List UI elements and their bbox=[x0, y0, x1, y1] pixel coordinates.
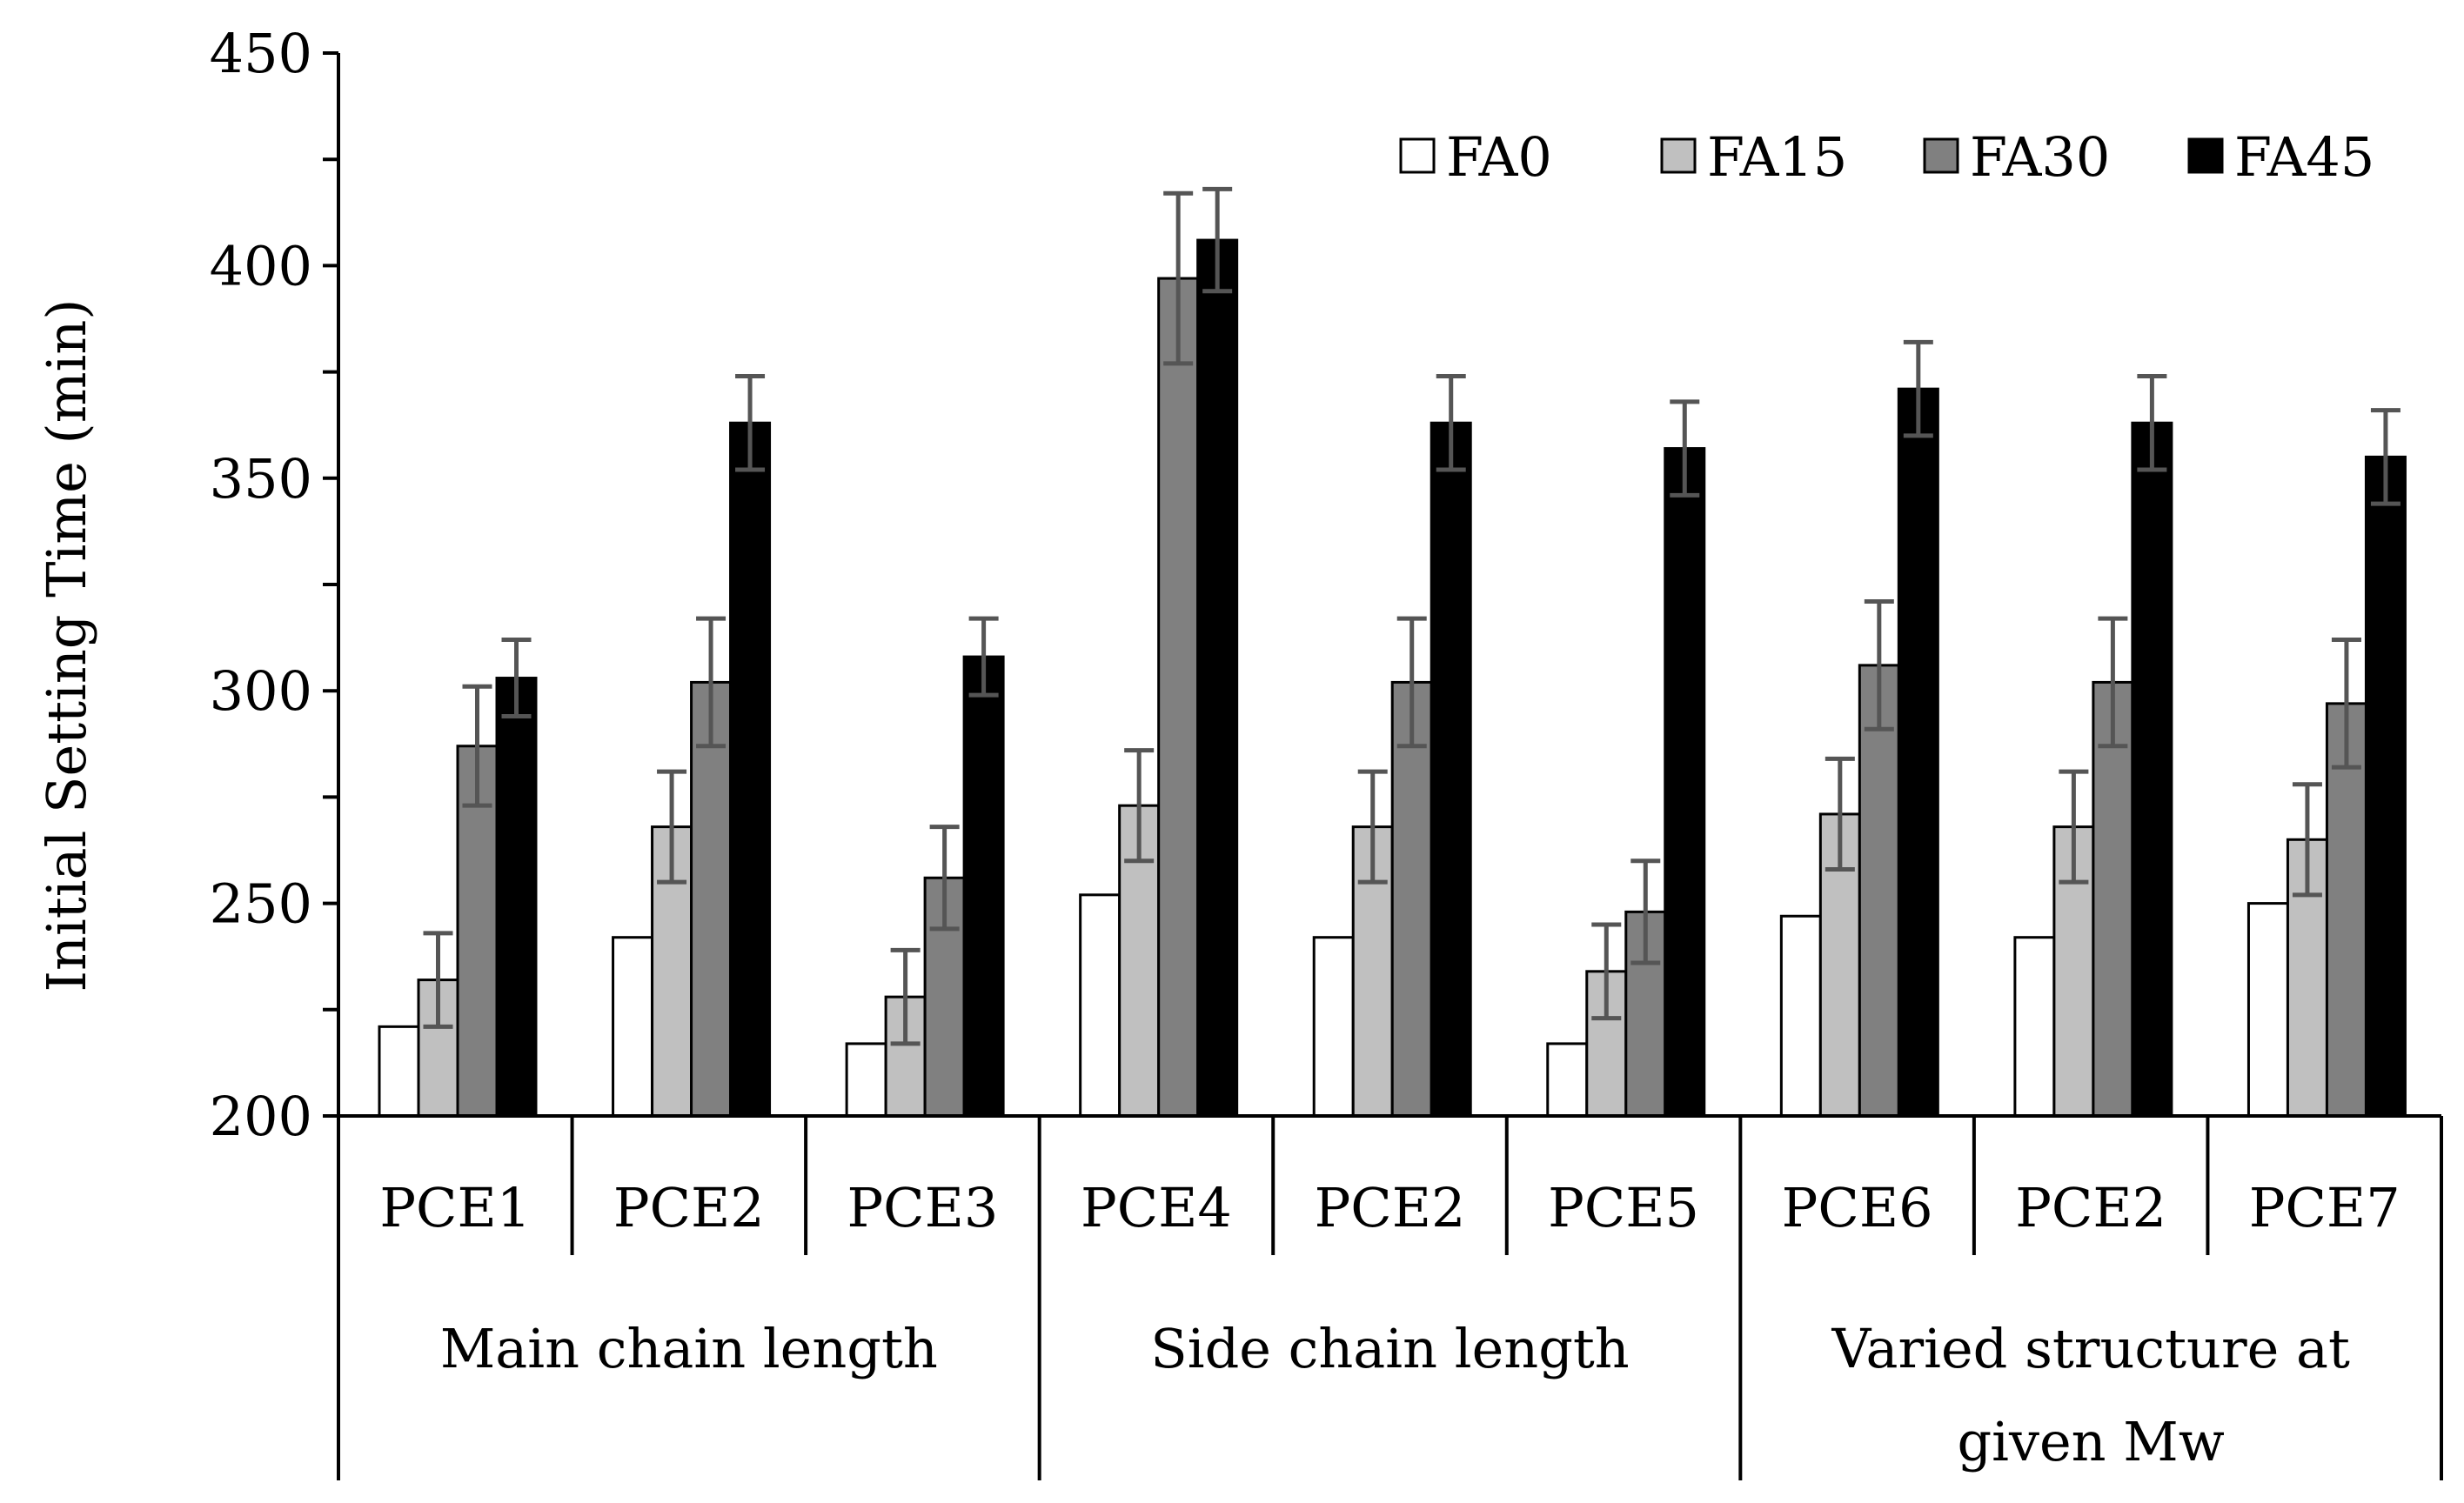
error-bar-fa30-pce1 bbox=[462, 684, 492, 808]
error-bar-fa15-pce5 bbox=[1591, 922, 1622, 1021]
error-bar-fa30-pce2 bbox=[2098, 616, 2128, 749]
error-bar-fa15-pce3 bbox=[890, 947, 921, 1046]
bar-fa45-pce7 bbox=[2364, 455, 2407, 1118]
error-bar-fa15-pce7 bbox=[2292, 782, 2322, 898]
axes-layer bbox=[323, 51, 2443, 1480]
category-label-pce4: PCE4 bbox=[1081, 1176, 1232, 1239]
legend-label-fa30: FA30 bbox=[1970, 125, 2110, 189]
y-tick-label: 200 bbox=[210, 1085, 312, 1148]
bar-fa45-pce3 bbox=[962, 655, 1005, 1118]
error-bar-fa45-pce2 bbox=[735, 373, 766, 472]
bar-fa45-pce2 bbox=[729, 421, 772, 1118]
category-label-pce2: PCE2 bbox=[613, 1176, 765, 1239]
category-label-pce2: PCE2 bbox=[2015, 1176, 2166, 1239]
bar-fa45-pce2 bbox=[1430, 421, 1472, 1118]
legend-swatch-fa0 bbox=[1399, 137, 1436, 174]
group-label-3: Varied structure at bbox=[1831, 1317, 2349, 1380]
category-label-pce5: PCE5 bbox=[1548, 1176, 1699, 1239]
error-bar-fa45-pce6 bbox=[1903, 339, 1933, 438]
error-bar-fa45-pce2 bbox=[1436, 373, 1466, 472]
bars-layer bbox=[378, 186, 2407, 1118]
error-bar-fa15-pce1 bbox=[423, 931, 453, 1029]
error-bar-fa45-pce3 bbox=[968, 616, 999, 698]
error-bar-fa45-pce5 bbox=[1670, 399, 1700, 498]
legend-swatch-fa30 bbox=[1923, 137, 1959, 174]
bar-fa0-pce4 bbox=[1079, 893, 1122, 1118]
group-label-2: Side chain length bbox=[1150, 1317, 1629, 1380]
category-label-pce6: PCE6 bbox=[1782, 1176, 1933, 1239]
error-bar-fa30-pce6 bbox=[1864, 599, 1894, 731]
y-tick-label: 300 bbox=[210, 659, 312, 723]
bar-fa45-pce2 bbox=[2131, 421, 2173, 1118]
bar-fa45-pce6 bbox=[1897, 387, 1939, 1118]
legend-label-fa15: FA15 bbox=[1707, 125, 1847, 189]
legend-swatch-fa15 bbox=[1660, 137, 1697, 174]
bar-fa0-pce1 bbox=[378, 1025, 420, 1118]
bar-fa0-pce6 bbox=[1779, 914, 1822, 1118]
bar-fa45-pce1 bbox=[495, 677, 538, 1118]
y-axis-label: Initial Setting Time (min) bbox=[35, 299, 98, 992]
bar-fa0-pce7 bbox=[2246, 902, 2289, 1118]
bar-fa30-pce6 bbox=[1858, 664, 1900, 1118]
y-tick-label: 250 bbox=[210, 872, 312, 936]
bar-fa30-pce4 bbox=[1157, 277, 1200, 1118]
bar-fa0-pce2 bbox=[2013, 936, 2056, 1118]
error-bar-fa15-pce2 bbox=[2059, 769, 2089, 885]
category-label-pce2: PCE2 bbox=[1315, 1176, 1466, 1239]
error-bar-fa30-pce7 bbox=[2331, 638, 2361, 770]
error-bar-fa45-pce7 bbox=[2370, 408, 2400, 506]
error-bar-fa15-pce4 bbox=[1124, 748, 1155, 864]
error-bar-fa30-pce2 bbox=[696, 616, 726, 749]
y-tick-label: 350 bbox=[210, 447, 312, 511]
error-bar-fa30-pce4 bbox=[1163, 190, 1194, 366]
error-bar-fa15-pce2 bbox=[1357, 769, 1388, 885]
y-tick-label: 400 bbox=[210, 234, 312, 297]
category-label-pce7: PCE7 bbox=[2249, 1176, 2400, 1239]
legend: FA0 FA15 FA30 FA45 bbox=[1399, 125, 2374, 189]
bar-fa0-pce2 bbox=[612, 936, 654, 1118]
bar-fa45-pce5 bbox=[1664, 447, 1706, 1118]
bar-fa0-pce2 bbox=[1312, 936, 1355, 1118]
group-label-1: Main chain length bbox=[440, 1317, 938, 1380]
legend-label-fa0: FA0 bbox=[1446, 125, 1552, 189]
legend-swatch-fa45 bbox=[2187, 137, 2224, 174]
error-bar-fa30-pce3 bbox=[929, 825, 960, 932]
category-label-pce3: PCE3 bbox=[847, 1176, 998, 1239]
error-bar-fa15-pce2 bbox=[657, 769, 687, 885]
labels-layer: 200 250 300 350 400 450 Initial Setting Time (… bbox=[35, 22, 2400, 1473]
bar-fa0-pce5 bbox=[1546, 1042, 1589, 1118]
legend-label-fa45: FA45 bbox=[2234, 125, 2374, 189]
error-bar-fa45-pce4 bbox=[1202, 186, 1233, 294]
error-bar-fa30-pce5 bbox=[1630, 858, 1661, 965]
error-bar-fa45-pce2 bbox=[2137, 373, 2167, 472]
category-label-pce1: PCE1 bbox=[379, 1176, 531, 1239]
group-label-3: given Mw bbox=[1957, 1410, 2224, 1473]
bar-fa45-pce4 bbox=[1196, 238, 1239, 1118]
y-tick-label: 450 bbox=[210, 22, 312, 85]
error-bar-fa15-pce6 bbox=[1825, 756, 1855, 872]
bar-fa0-pce3 bbox=[845, 1042, 887, 1118]
error-bar-fa45-pce1 bbox=[501, 638, 532, 719]
error-bar-fa30-pce2 bbox=[1396, 616, 1427, 749]
